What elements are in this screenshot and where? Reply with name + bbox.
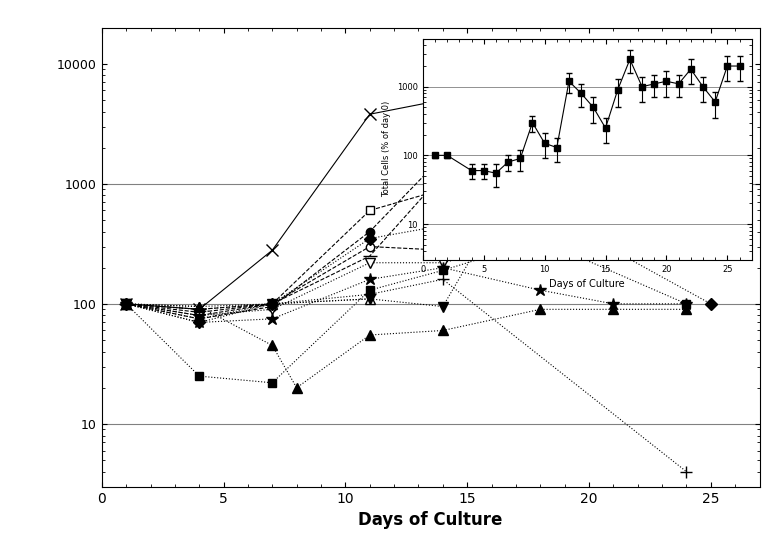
X-axis label: Days of Culture: Days of Culture (550, 279, 625, 289)
Y-axis label: Total Cells (% of day 0): Total Cells (% of day 0) (382, 101, 392, 197)
X-axis label: Days of Culture: Days of Culture (359, 511, 503, 529)
